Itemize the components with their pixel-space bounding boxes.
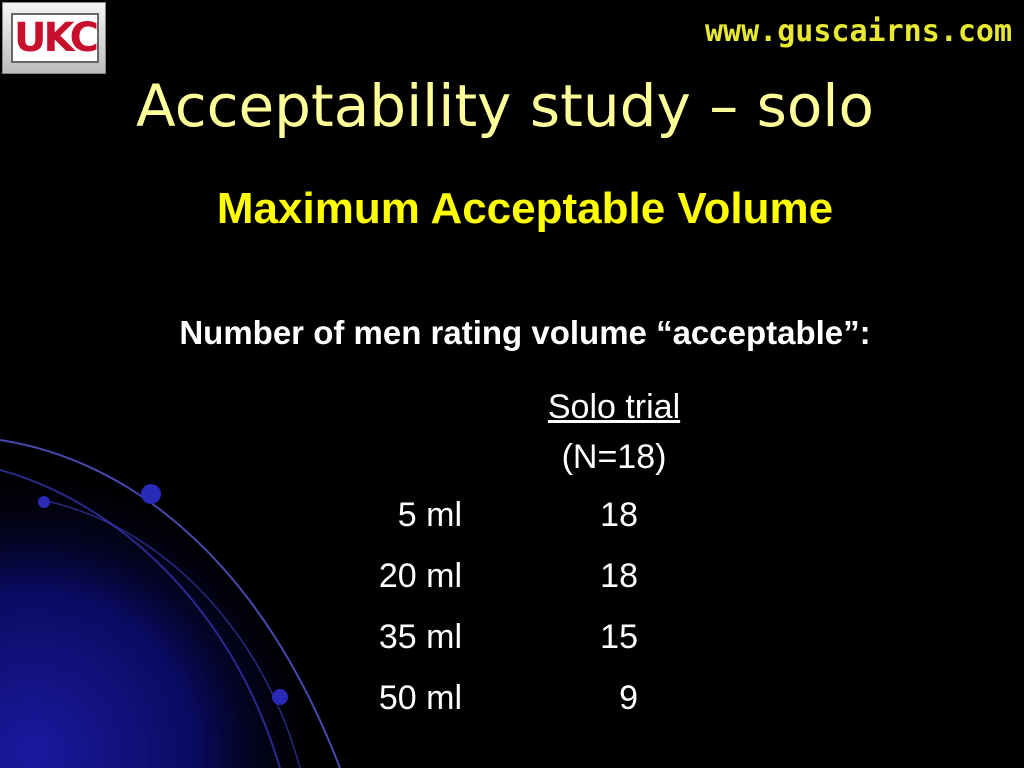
- row-label: 20 ml: [378, 557, 462, 595]
- row-label: 35 ml: [378, 618, 462, 656]
- logo[interactable]: UKC: [2, 2, 106, 74]
- row-value: 9: [619, 679, 638, 717]
- row-label: 50 ml: [378, 679, 462, 717]
- description: Number of men rating volume “acceptable”…: [179, 314, 871, 351]
- row-value: 18: [600, 496, 638, 534]
- column-subheader: (N=18): [561, 438, 667, 476]
- row-value: 18: [600, 557, 638, 595]
- slide-title: Acceptability study – solo: [136, 72, 874, 140]
- column-header: Solo trial: [547, 388, 681, 426]
- row-label: 5 ml: [397, 496, 462, 534]
- row-value: 15: [600, 618, 638, 656]
- logo-text: UKC: [11, 13, 99, 63]
- website-url: www.guscairns.com: [704, 14, 1012, 49]
- slide-subtitle: Maximum Acceptable Volume: [216, 184, 834, 233]
